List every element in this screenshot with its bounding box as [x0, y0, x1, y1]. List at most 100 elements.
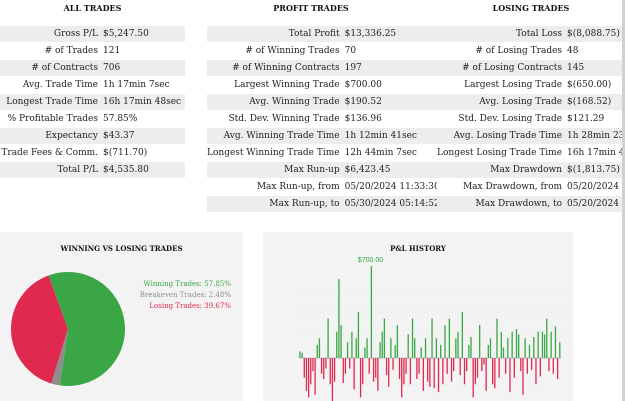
- pnl-bar[interactable]: [375, 358, 377, 378]
- pnl-bar[interactable]: [457, 331, 459, 358]
- pnl-bar[interactable]: [325, 358, 327, 369]
- pnl-bar[interactable]: [388, 358, 390, 387]
- pnl-bar[interactable]: [524, 338, 526, 358]
- pnl-bar[interactable]: [455, 338, 457, 358]
- pnl-bar[interactable]: [303, 358, 305, 378]
- pnl-bar[interactable]: [305, 358, 308, 391]
- pnl-bar[interactable]: [331, 358, 334, 401]
- pnl-bar[interactable]: [409, 358, 412, 385]
- pnl-bar[interactable]: [498, 358, 500, 378]
- pnl-bar[interactable]: [301, 352, 303, 358]
- pnl-bar[interactable]: [513, 358, 515, 378]
- pnl-bar[interactable]: [364, 347, 366, 358]
- pnl-bar[interactable]: [472, 358, 474, 398]
- pnl-bar[interactable]: [370, 266, 373, 358]
- pnl-bar[interactable]: [407, 334, 409, 358]
- pnl-bar[interactable]: [511, 331, 513, 358]
- pnl-bar[interactable]: [479, 325, 481, 358]
- pnl-bar[interactable]: [403, 358, 405, 385]
- pnl-bar[interactable]: [533, 336, 535, 358]
- pnl-bar[interactable]: [392, 358, 394, 370]
- pnl-bar[interactable]: [314, 358, 316, 395]
- pnl-bar[interactable]: [411, 318, 414, 358]
- pnl-bar[interactable]: [526, 358, 528, 374]
- pnl-bar[interactable]: [316, 344, 318, 358]
- pnl-bar[interactable]: [320, 358, 323, 374]
- pnl-bar[interactable]: [357, 312, 360, 358]
- pnl-bar[interactable]: [442, 358, 444, 385]
- pnl-bar[interactable]: [312, 358, 314, 372]
- pnl-bar[interactable]: [351, 331, 353, 358]
- pnl-bar[interactable]: [327, 318, 329, 358]
- pnl-bar[interactable]: [450, 358, 453, 382]
- pnl-bar[interactable]: [368, 358, 370, 374]
- pie-slice-losing[interactable]: [11, 275, 69, 384]
- pnl-bar[interactable]: [424, 338, 427, 358]
- pnl-bar[interactable]: [537, 331, 539, 358]
- pnl-bar[interactable]: [556, 358, 559, 380]
- pnl-bar[interactable]: [318, 338, 321, 358]
- pnl-bar[interactable]: [342, 358, 344, 383]
- pnl-bar[interactable]: [323, 358, 325, 380]
- pnl-bar[interactable]: [333, 358, 336, 382]
- pnl-bar[interactable]: [476, 358, 479, 378]
- pnl-bar[interactable]: [466, 358, 468, 372]
- pnl-bar[interactable]: [492, 358, 494, 385]
- pnl-bar[interactable]: [349, 358, 351, 369]
- pnl-bar[interactable]: [429, 358, 431, 387]
- pnl-bar[interactable]: [427, 358, 429, 382]
- pnl-bar[interactable]: [541, 331, 544, 358]
- pnl-bar[interactable]: [528, 344, 531, 358]
- pnl-bar[interactable]: [379, 342, 381, 358]
- pnl-bar[interactable]: [420, 347, 422, 358]
- pnl-bar[interactable]: [459, 358, 461, 376]
- pnl-bar[interactable]: [394, 344, 396, 358]
- pnl-bar[interactable]: [461, 312, 463, 358]
- pnl-bar[interactable]: [359, 358, 362, 398]
- pnl-bar[interactable]: [366, 338, 368, 358]
- pnl-bar[interactable]: [496, 318, 498, 358]
- pnl-bar[interactable]: [431, 318, 433, 358]
- pnl-bar[interactable]: [470, 336, 472, 358]
- pnl-bar[interactable]: [398, 358, 401, 380]
- pnl-bar[interactable]: [515, 329, 518, 358]
- pnl-bar[interactable]: [507, 338, 509, 358]
- pnl-bar[interactable]: [453, 358, 455, 372]
- pnl-bar[interactable]: [372, 358, 375, 382]
- pnl-bar[interactable]: [422, 358, 425, 391]
- pie-slice-breakeven[interactable]: [51, 329, 68, 386]
- pnl-bar[interactable]: [559, 342, 561, 358]
- pnl-bar[interactable]: [416, 358, 418, 380]
- pnl-bar[interactable]: [444, 325, 446, 358]
- pnl-bar[interactable]: [530, 358, 533, 370]
- pnl-bar[interactable]: [446, 358, 448, 374]
- pnl-bar[interactable]: [552, 358, 554, 374]
- pnl-bar[interactable]: [474, 358, 476, 385]
- pnl-bar[interactable]: [440, 344, 442, 358]
- pnl-bar[interactable]: [520, 358, 522, 372]
- page-scrollbar[interactable]: [622, 0, 625, 401]
- pnl-bar[interactable]: [435, 338, 438, 358]
- pnl-bar[interactable]: [433, 358, 435, 389]
- pnl-bar[interactable]: [485, 358, 487, 391]
- pnl-bar[interactable]: [554, 326, 557, 358]
- pnl-bar[interactable]: [344, 358, 347, 374]
- pnl-bar[interactable]: [535, 358, 537, 385]
- pnl-bar[interactable]: [418, 358, 420, 374]
- pnl-bar[interactable]: [539, 358, 541, 377]
- pnl-bar[interactable]: [481, 358, 483, 372]
- pnl-bar[interactable]: [509, 358, 511, 393]
- pnl-bar[interactable]: [329, 358, 331, 385]
- pnl-bar[interactable]: [548, 358, 550, 372]
- pnl-bar[interactable]: [546, 318, 548, 358]
- pnl-bar[interactable]: [355, 338, 357, 358]
- pnl-bar[interactable]: [385, 358, 388, 376]
- pnl-bar[interactable]: [381, 331, 383, 358]
- pnl-bar[interactable]: [500, 331, 502, 358]
- pnl-bar[interactable]: [502, 347, 505, 358]
- pnl-bar[interactable]: [487, 344, 489, 358]
- pnl-bar[interactable]: [346, 342, 349, 358]
- pnl-bar[interactable]: [437, 358, 440, 393]
- pnl-bar[interactable]: [336, 331, 338, 358]
- pie-slice-winning[interactable]: [48, 272, 125, 386]
